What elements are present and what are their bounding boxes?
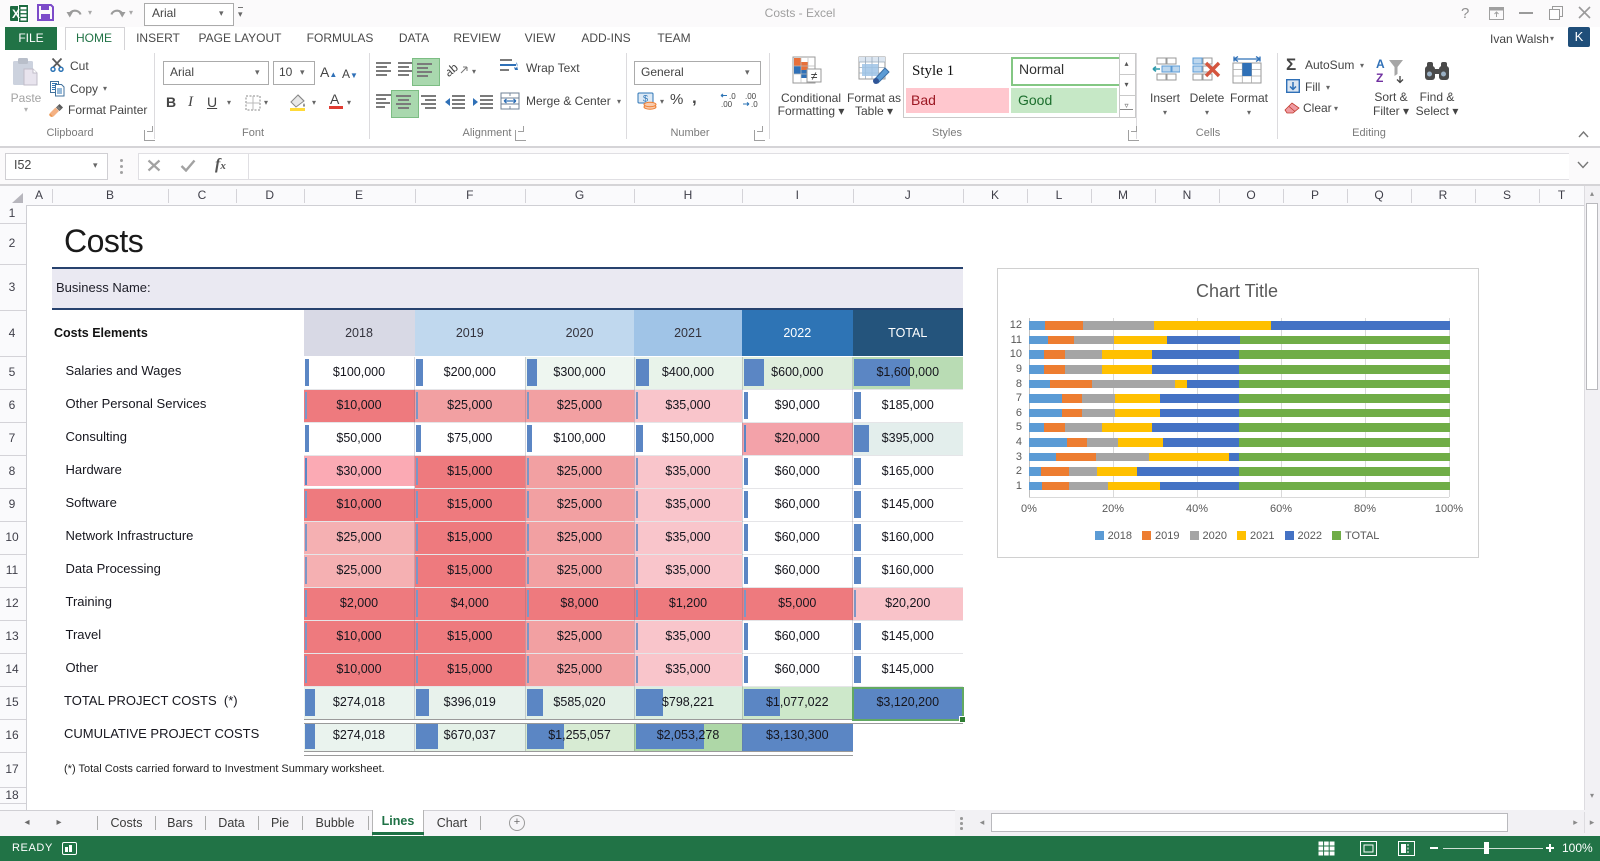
svg-text:X: X: [12, 7, 20, 21]
svg-text:A: A: [1376, 57, 1385, 71]
svg-text:.00: .00: [745, 92, 757, 101]
svg-text:Z: Z: [1376, 71, 1383, 85]
svg-text:$: $: [643, 94, 648, 104]
svg-text:.00: .00: [721, 100, 733, 108]
svg-text:.0: .0: [729, 92, 736, 101]
svg-text:≠: ≠: [811, 69, 818, 83]
svg-text:ab: ab: [447, 60, 461, 80]
svg-text:.0: .0: [751, 100, 758, 108]
